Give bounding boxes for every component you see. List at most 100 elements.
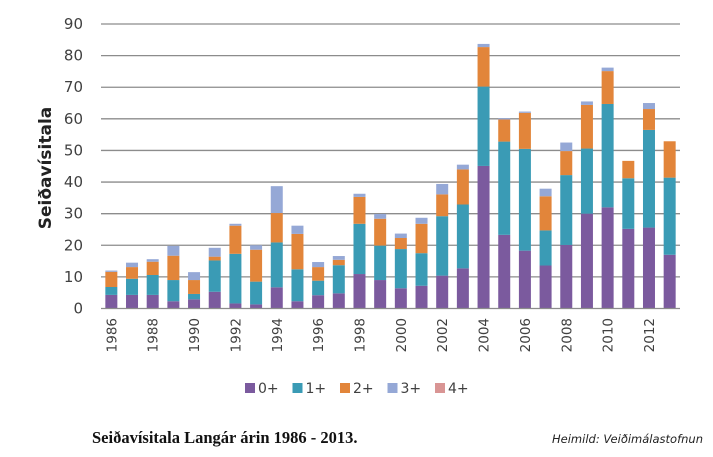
bar-segment-3plus-2010 [601,67,614,72]
legend-swatch-4plus [435,383,445,393]
legend-label: 0+ [258,381,279,397]
bar-segment-2plus-1987 [126,267,139,279]
bar-segment-0plus-2010 [601,207,614,309]
bar-segment-2plus-2007 [539,196,552,231]
bar-segment-3plus-2000 [394,233,407,239]
bar-segment-3plus-2009 [580,101,593,105]
y-tick-label: 0 [73,300,83,318]
bar-segment-0plus-2011 [622,228,635,309]
bar-segment-0plus-2003 [456,268,469,309]
bar-segment-2plus-2013 [663,141,676,178]
bar-segment-2plus-2000 [394,238,407,250]
y-tick-label: 70 [64,78,83,96]
y-axis-label: Seiðavísitala [36,107,56,230]
x-tick-label: 2012 [642,318,658,352]
gridlines [101,23,680,278]
x-tick-label: 2000 [394,318,410,352]
bars [105,43,676,309]
y-tick-label: 40 [64,173,83,191]
bar-segment-2plus-1991 [208,256,221,261]
x-tick-label: 1986 [104,318,120,352]
bar-segment-2plus-2004 [477,47,490,87]
bar-segment-3plus-2006 [518,111,531,113]
y-tick-labels: 0 10 20 30 40 50 60 70 80 90 [64,15,83,318]
y-tick-label: 30 [64,205,83,223]
bar-segment-1plus-2013 [663,177,676,255]
bar-segment-0plus-1992 [229,303,242,309]
x-tick-label: 2004 [477,318,493,352]
bar-segment-1plus-1993 [250,281,263,305]
x-tick-label: 1994 [270,318,286,352]
bar-segment-2plus-1998 [353,196,366,224]
x-tick-label: 1990 [187,318,203,352]
legend-label: 4+ [448,381,469,397]
bar-segment-3plus-1990 [188,272,201,281]
bar-segment-1plus-1992 [229,253,242,304]
bar-segment-2plus-1993 [250,249,263,282]
bar-segment-2plus-1995 [291,233,304,270]
bar-segment-0plus-1988 [146,294,159,309]
legend-swatch-1plus [292,383,303,393]
bar-segment-1plus-2008 [560,175,573,245]
bar-segment-1plus-2001 [415,253,428,286]
bar-segment-0plus-1991 [208,291,221,309]
legend-label: 2+ [353,381,374,397]
source-note: Heimild: Veiðimálastofnun [552,432,703,446]
bar-segment-3plus-2004 [477,43,490,48]
bar-segment-1plus-2004 [477,86,490,166]
bar-segment-2plus-2009 [580,104,593,149]
y-tick-label: 50 [64,141,83,159]
bar-segment-1plus-1995 [291,269,304,302]
bar-segment-3plus-2012 [642,103,655,110]
bar-segment-3plus-1997 [332,256,345,260]
bar-segment-1plus-1994 [270,242,283,288]
bar-segment-3plus-1998 [353,193,366,197]
bar-segment-0plus-1990 [188,299,201,309]
bar-segment-0plus-2005 [498,234,511,309]
bar-segment-1plus-1987 [126,278,139,295]
x-tick-label: 2002 [435,318,451,352]
x-tick-labels: 1986 1988 1990 1992 1994 1996 1998 2000 2002 2004… [104,318,658,352]
bar-segment-0plus-2008 [560,244,573,309]
bar-segment-2plus-2012 [642,109,655,130]
bar-segment-3plus-2007 [539,188,552,197]
bar-segment-3plus-2005 [498,118,511,120]
bar-segment-3plus-1996 [312,262,325,268]
bar-segment-2plus-1996 [312,267,325,281]
bar-segment-0plus-2002 [436,275,449,309]
bar-segment-2plus-1989 [167,255,180,281]
bar-segment-3plus-1989 [167,245,180,256]
legend-label: 3+ [401,381,422,397]
bar-segment-3plus-1991 [208,247,221,257]
bar-segment-0plus-1986 [105,294,118,309]
bar-segment-0plus-2012 [642,227,655,309]
bar-segment-3plus-1994 [270,186,283,214]
bar-segment-1plus-2012 [642,129,655,228]
bar-segment-3plus-2008 [560,142,573,152]
bar-segment-0plus-2006 [518,250,531,309]
legend-label: 1+ [306,381,327,397]
bar-segment-2plus-2001 [415,223,428,254]
bar-segment-3plus-1999 [374,213,387,219]
x-tick-label: 1996 [311,318,327,352]
bar-segment-0plus-1993 [250,304,263,309]
bar-segment-3plus-2003 [456,164,469,170]
bar-segment-0plus-1989 [167,301,180,309]
bar-segment-1plus-2003 [456,204,469,269]
bar-segment-3plus-1988 [146,259,159,262]
bar-segment-3plus-2002 [436,183,449,195]
bar-segment-0plus-2004 [477,165,490,309]
bar-segment-2plus-2008 [560,151,573,176]
bar-segment-1plus-1997 [332,265,345,294]
bar-segment-2plus-1999 [374,218,387,246]
legend-swatch-0plus [245,383,255,393]
bar-segment-2plus-2006 [518,112,531,149]
bar-segment-1plus-1999 [374,245,387,281]
bar-segment-0plus-2000 [394,288,407,309]
bar-segment-1plus-1989 [167,280,180,302]
bar-segment-1plus-2000 [394,249,407,289]
legend-swatch-3plus [387,383,398,393]
bar-segment-2plus-2011 [622,160,635,179]
bar-segment-2plus-1994 [270,213,283,243]
x-tick-label: 1988 [146,318,162,352]
